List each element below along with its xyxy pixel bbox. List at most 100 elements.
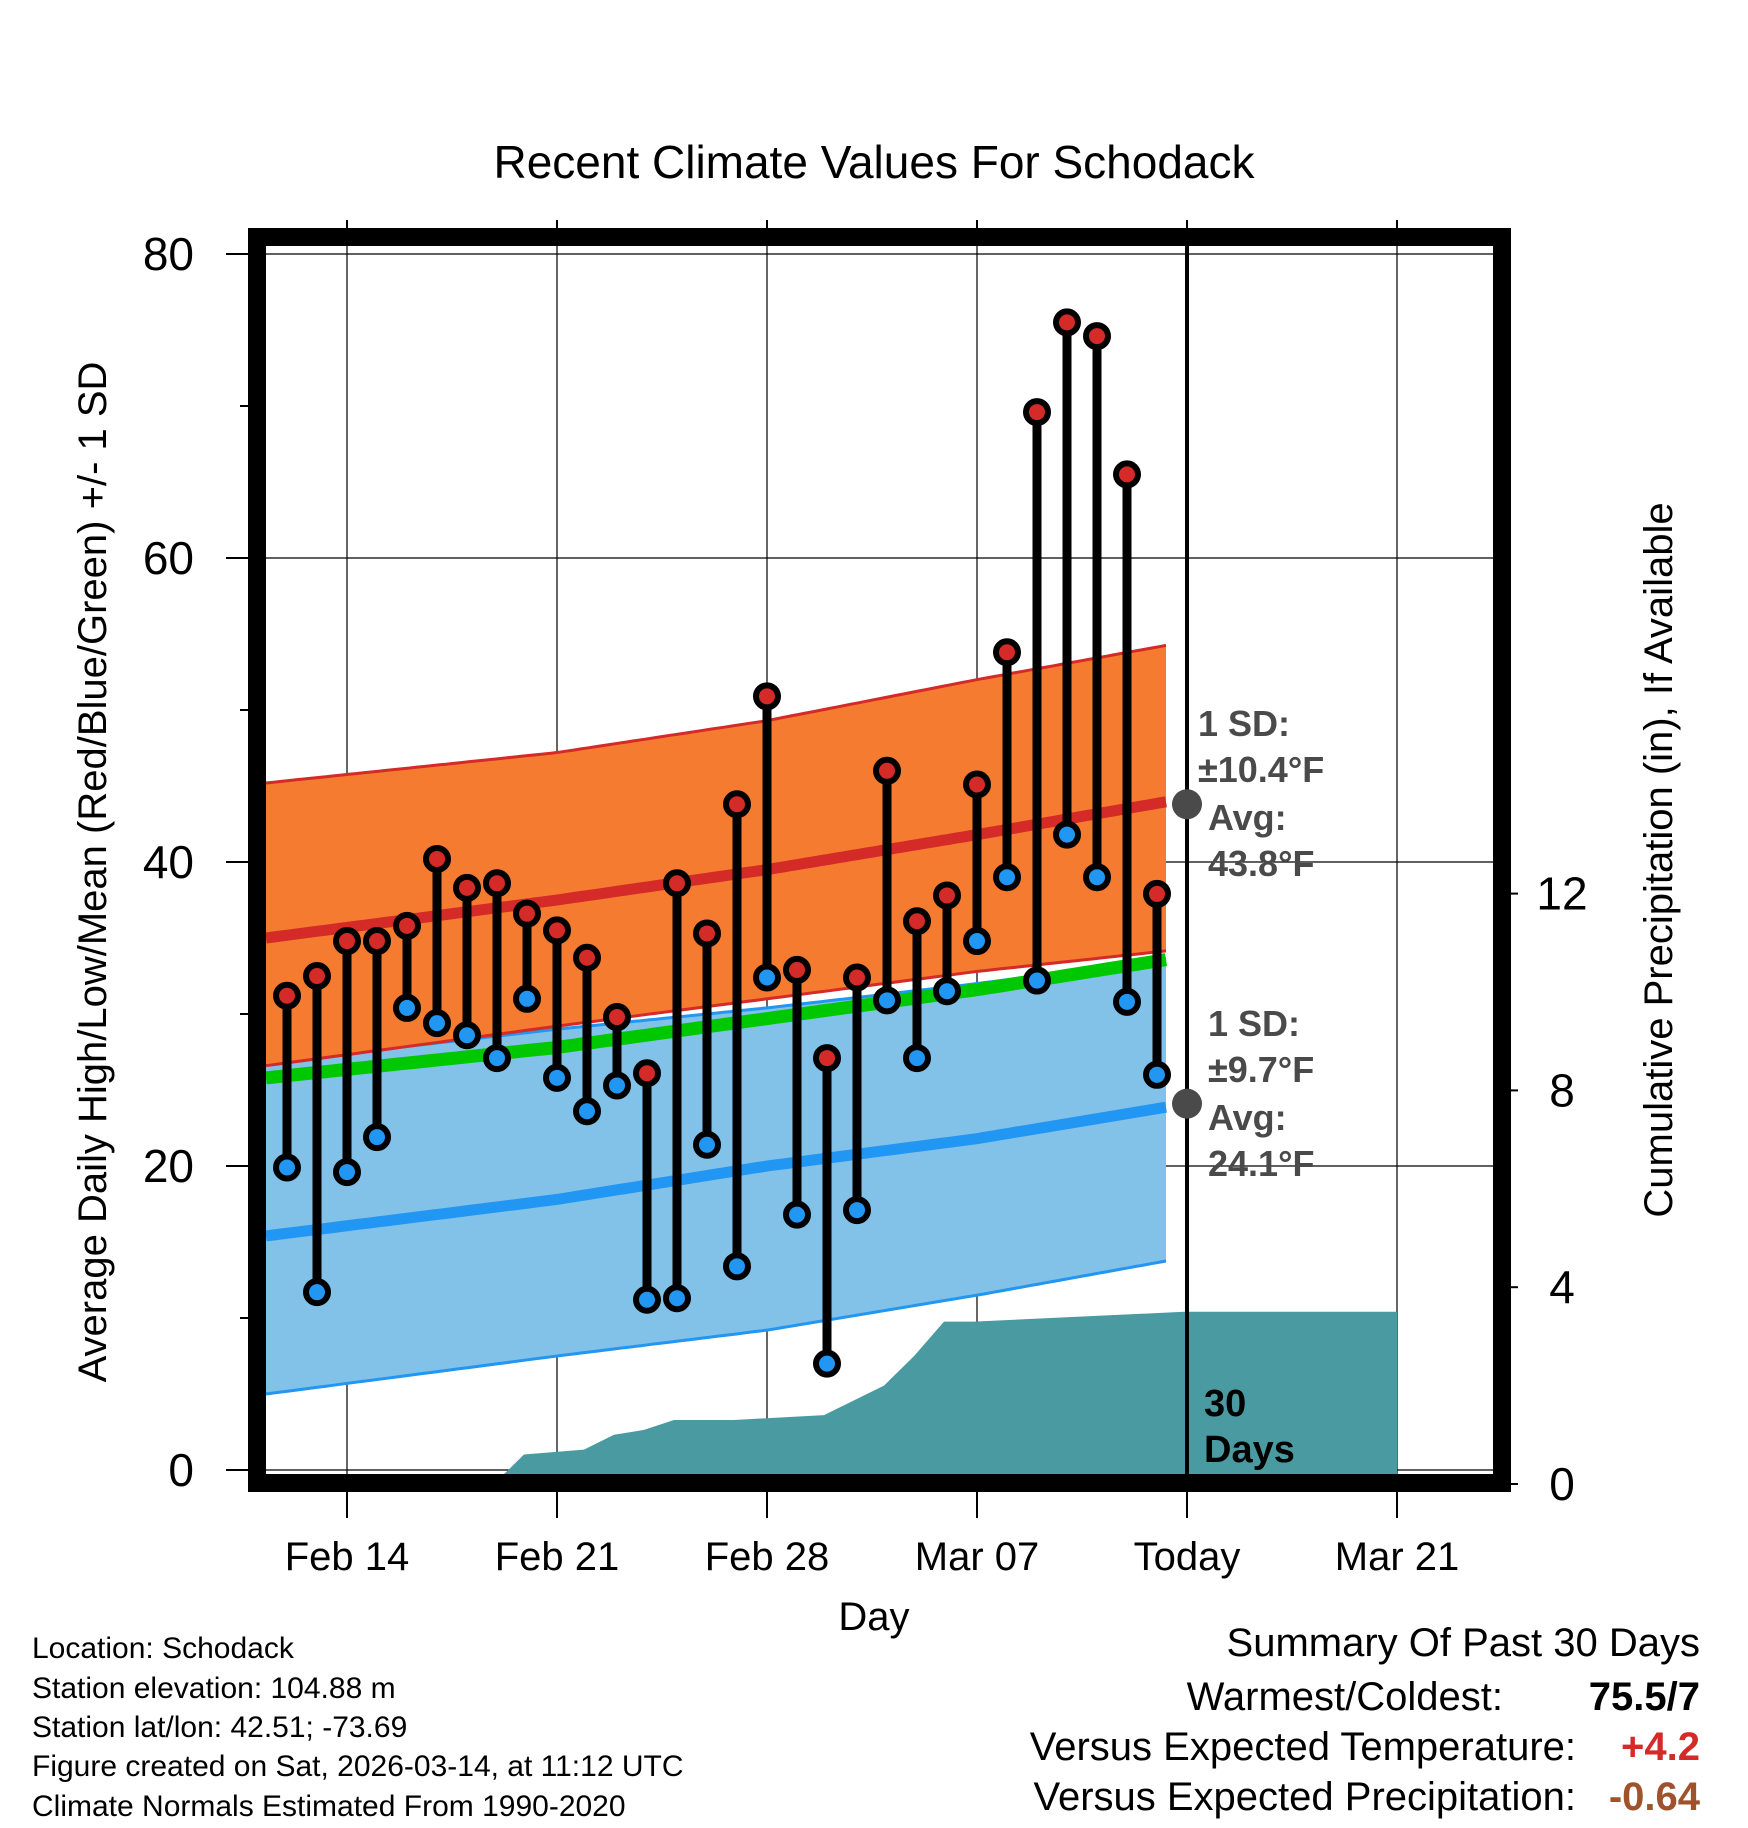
daily-high-point: [333, 927, 361, 956]
high-sd-label: 1 SD:: [1198, 703, 1290, 744]
precip-label-days: Days: [1204, 1429, 1295, 1471]
daily-high-point: [513, 899, 541, 928]
daily-low-point: [843, 1196, 871, 1225]
daily-high-point: [633, 1059, 661, 1088]
summary-panel: Summary Of Past 30 Days Warmest/Coldest:…: [1030, 1621, 1701, 1819]
daily-low-point: [1143, 1060, 1171, 1089]
high-avg-value: 43.8°F: [1208, 843, 1314, 884]
y2-axis-title: Cumulative Precipitation (in), If Availa…: [1637, 502, 1681, 1217]
low-sd-label: 1 SD:: [1208, 1003, 1300, 1044]
daily-low-point: [333, 1158, 361, 1187]
daily-high-point: [903, 907, 931, 936]
high-sd-band: [266, 645, 1166, 1066]
y-axis-title: Average Daily High/Low/Mean (Red/Blue/Gr…: [71, 362, 115, 1383]
y2-tick-label: 0: [1549, 1458, 1575, 1510]
x-tick-label: Feb 21: [495, 1535, 620, 1579]
daily-high-point: [273, 981, 301, 1010]
precip-label: 30 Days: [1204, 1383, 1295, 1471]
daily-low-point: [1113, 987, 1141, 1016]
daily-high-point: [363, 927, 391, 956]
x-axis-title: Day: [838, 1595, 909, 1639]
summary-warm-cold-label: Warmest/Coldest:: [1187, 1675, 1503, 1719]
low-avg-value: 24.1°F: [1208, 1143, 1314, 1184]
daily-high-point: [573, 943, 601, 972]
daily-high-point: [933, 881, 961, 910]
daily-low-point: [993, 863, 1021, 892]
summary-warm-cold-value: 75.5/7: [1589, 1675, 1700, 1719]
summary-temp-label: Versus Expected Temperature:: [1030, 1725, 1576, 1769]
daily-low-point: [933, 977, 961, 1006]
daily-low-point: [693, 1130, 721, 1159]
daily-low-point: [423, 1009, 451, 1038]
plot-area: 0 20 40 60 80 0 4 8 12 Feb 14 Feb 21 Feb 28 Mar 07 To…: [143, 220, 1588, 1579]
daily-low-point: [723, 1252, 751, 1281]
x-tick-label: Today: [1134, 1535, 1241, 1579]
x-tick-label: Feb 14: [285, 1535, 410, 1579]
daily-low-point: [543, 1063, 571, 1092]
summary-temp-value: +4.2: [1621, 1725, 1700, 1769]
plot-frame: [248, 228, 1511, 1492]
daily-low-point: [363, 1123, 391, 1152]
daily-high-point: [1113, 460, 1141, 489]
low-avg-label: Avg:: [1208, 1097, 1287, 1138]
daily-high-point: [813, 1044, 841, 1073]
info-normals: Climate Normals Estimated From 1990-2020: [32, 1790, 626, 1823]
precip-area: [266, 1311, 1397, 1484]
daily-low-point: [603, 1071, 631, 1100]
daily-low-point: [873, 986, 901, 1015]
daily-low-point: [393, 993, 421, 1022]
y-tick-label: 80: [143, 228, 194, 280]
high-sd-lower-line: [265, 949, 1167, 1068]
low-normal-line: [265, 1101, 1167, 1242]
summary-heading: Summary Of Past 30 Days: [1227, 1621, 1700, 1665]
daily-high-point: [483, 869, 511, 898]
daily-low-point: [513, 984, 541, 1013]
daily-high-point: [753, 682, 781, 711]
daily-low-point: [1083, 863, 1111, 892]
daily-low-point: [783, 1200, 811, 1229]
daily-high-point: [303, 962, 331, 990]
x-tick-label: Mar 21: [1335, 1535, 1460, 1579]
y-tick-label: 60: [143, 532, 194, 584]
daily-low-point: [573, 1097, 601, 1126]
daily-low-point: [303, 1278, 331, 1307]
high-avg-label: Avg:: [1208, 797, 1287, 838]
low-sd-value: ±9.7°F: [1208, 1049, 1314, 1090]
x-tick-label: Feb 28: [705, 1535, 830, 1579]
daily-high-point: [663, 869, 691, 898]
y-tick-label: 0: [168, 1444, 194, 1496]
y-tick-label: 40: [143, 836, 194, 888]
daily-high-point: [993, 638, 1021, 667]
daily-low-point: [813, 1349, 841, 1378]
daily-high-point: [843, 963, 871, 992]
mean-normal-line: [265, 953, 1168, 1085]
daily-high-point: [783, 955, 811, 984]
y2-tick-label: 4: [1549, 1261, 1575, 1313]
daily-low-point: [1023, 966, 1051, 995]
daily-low-point: [633, 1285, 661, 1314]
daily-high-point: [723, 790, 751, 819]
daily-low-point: [753, 963, 781, 992]
daily-high-point: [693, 919, 721, 948]
daily-low-point: [483, 1044, 511, 1073]
daily-high-point: [603, 1003, 631, 1032]
x-tick-label: Mar 07: [915, 1535, 1040, 1579]
daily-high-point: [543, 916, 571, 945]
daily-high-point: [393, 911, 421, 940]
low-sd-lower-line: [265, 1259, 1167, 1396]
info-location: Location: Schodack: [32, 1632, 295, 1665]
info-elevation: Station elevation: 104.88 m: [32, 1672, 396, 1705]
summary-precip-value: -0.64: [1609, 1775, 1701, 1819]
chart-title: Recent Climate Values For Schodack: [493, 136, 1255, 188]
daily-high-point: [1053, 308, 1081, 337]
daily-high-point: [1023, 398, 1051, 427]
info-latlon: Station lat/lon: 42.51; -73.69: [32, 1711, 407, 1744]
daily-high-point: [1083, 322, 1111, 351]
precip-label-days-count: 30: [1204, 1383, 1246, 1425]
info-created: Figure created on Sat, 2026-03-14, at 11…: [32, 1750, 684, 1783]
daily-high-point: [1143, 879, 1171, 908]
daily-low-point: [453, 1021, 481, 1050]
daily-high-point: [423, 844, 451, 873]
today-high-avg-marker: [1172, 789, 1202, 820]
